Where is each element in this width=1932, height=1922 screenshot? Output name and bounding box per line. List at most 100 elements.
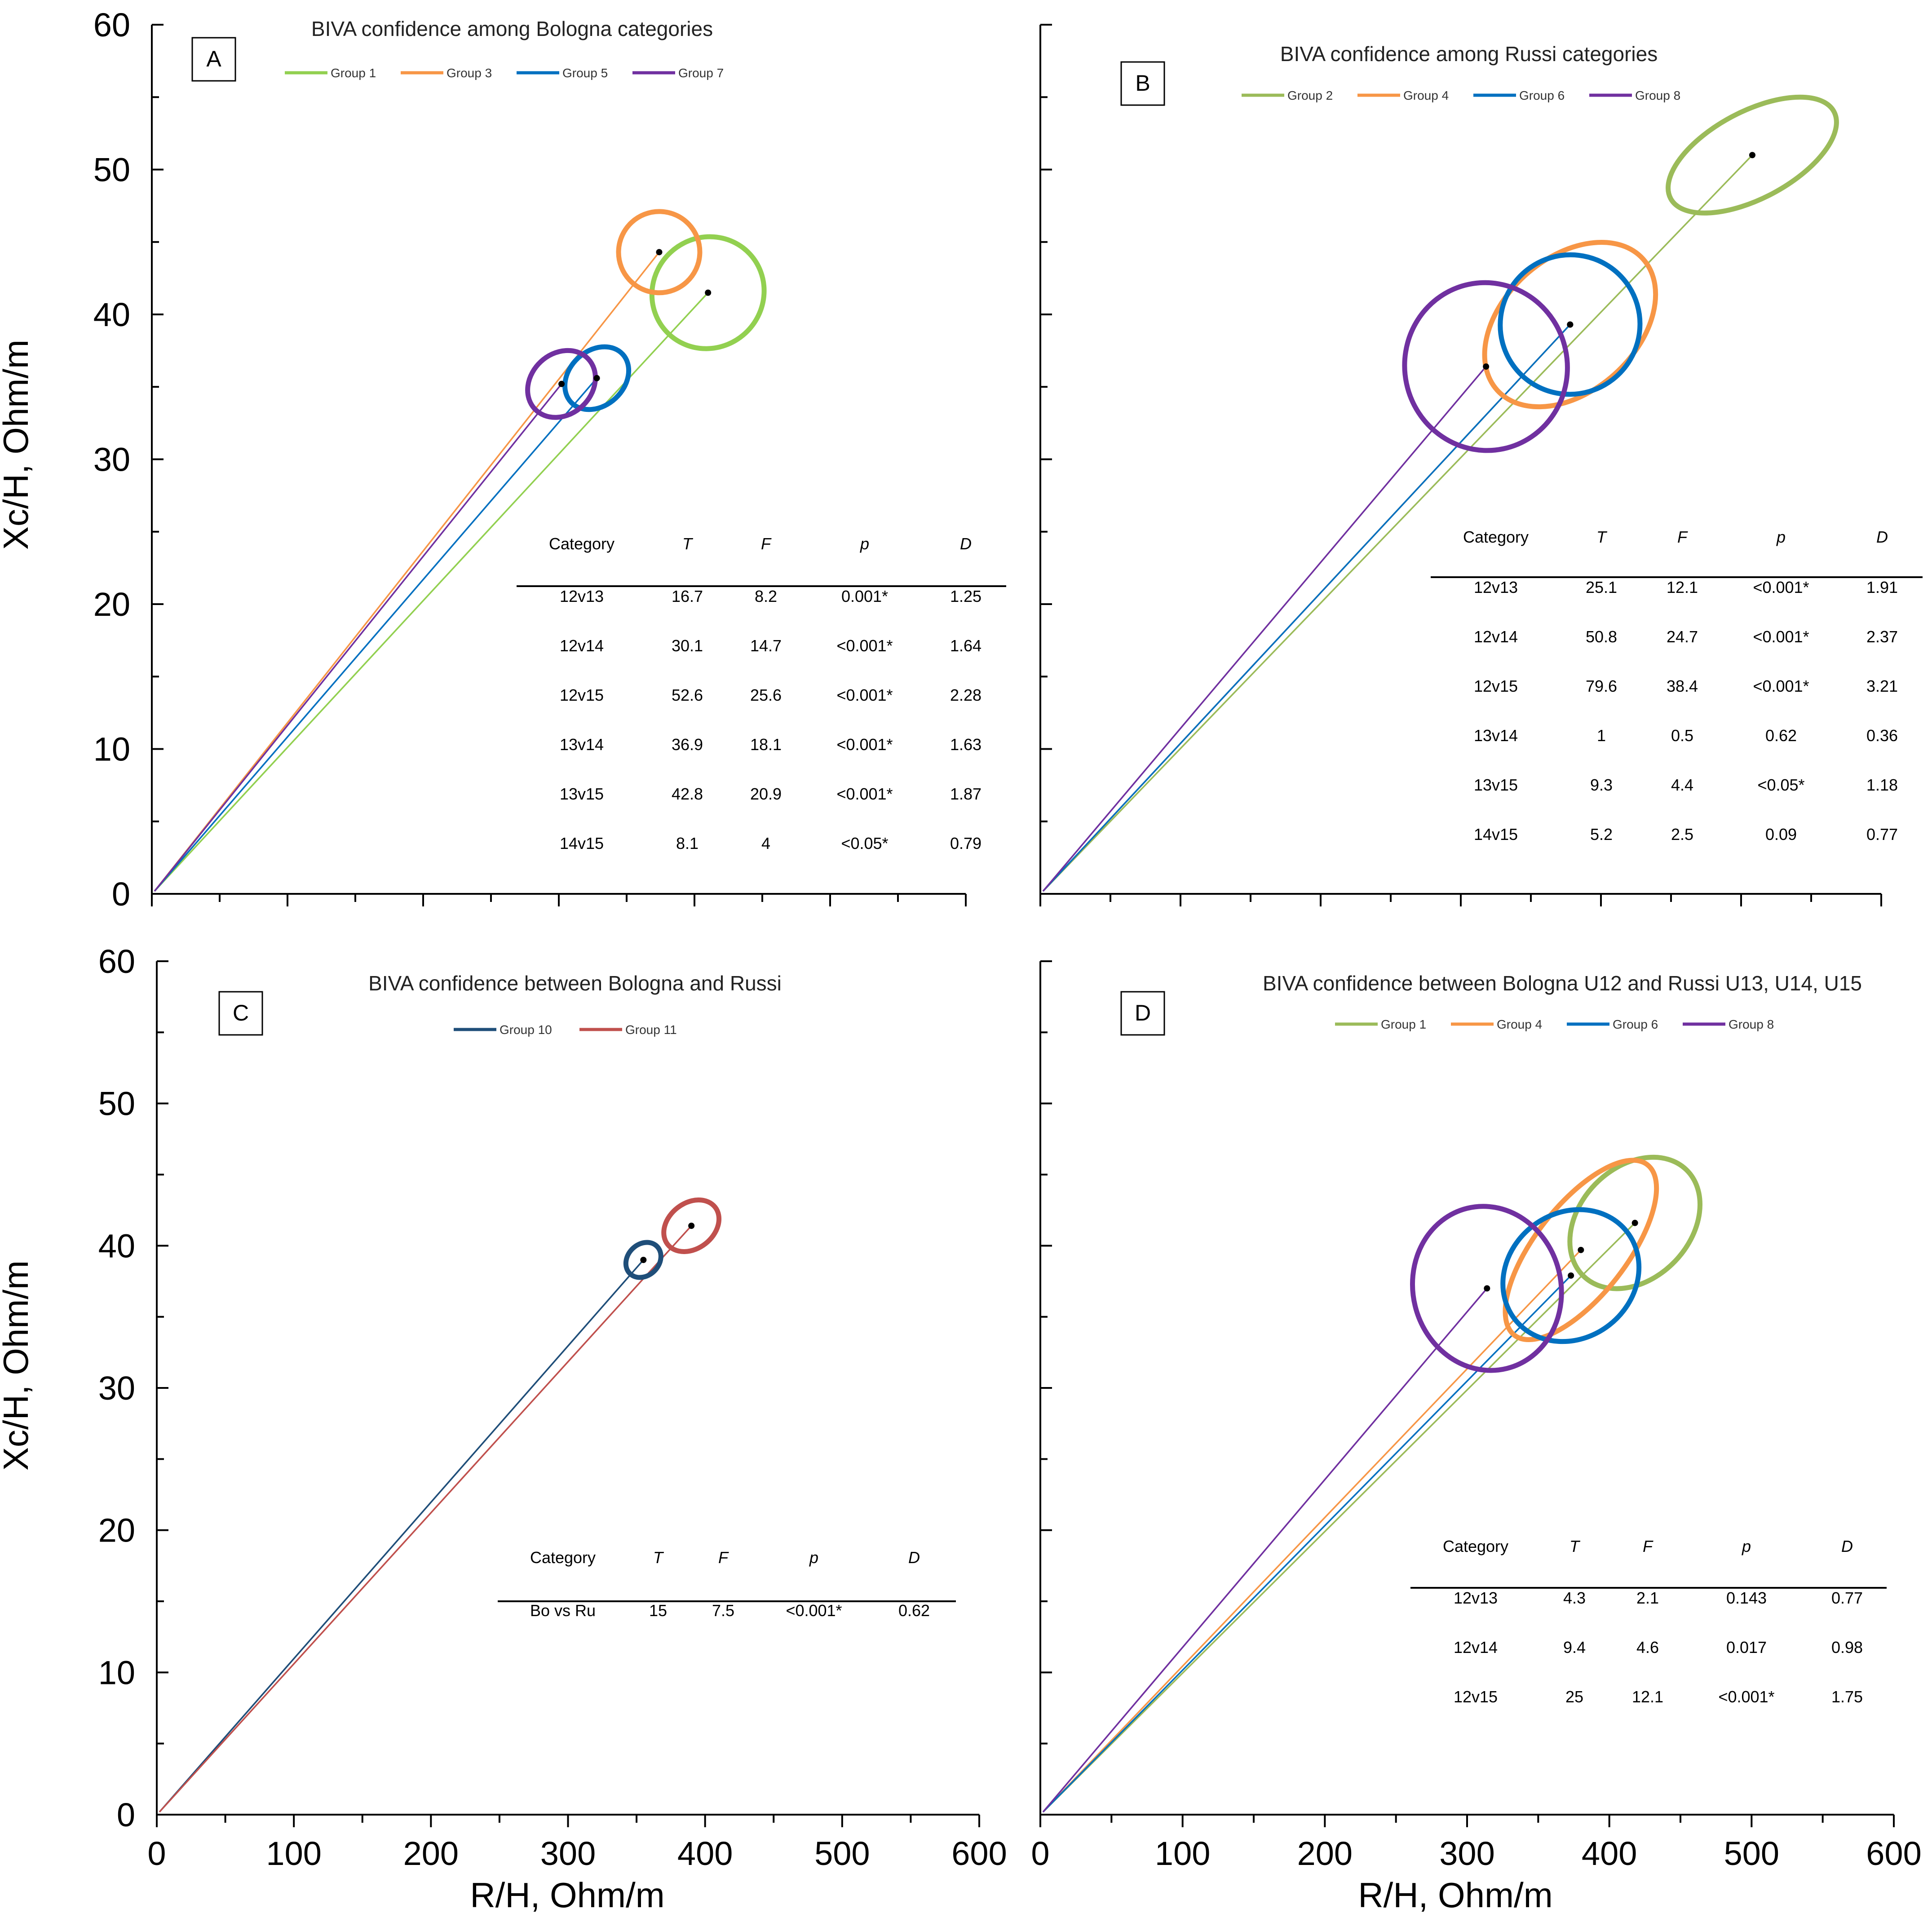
table-cell: Bo vs Ru	[530, 1601, 596, 1620]
panel-letter: D	[1135, 1000, 1151, 1025]
table-cell: 12.1	[1667, 578, 1698, 596]
table-header: D	[960, 535, 972, 553]
table-cell: 13v14	[1474, 726, 1518, 745]
y-tick-label: 0	[112, 875, 130, 913]
series-line	[159, 1259, 644, 1813]
table-cell: 9.4	[1563, 1638, 1586, 1657]
table-cell: 0.143	[1726, 1589, 1767, 1607]
table-header: Category	[1463, 528, 1529, 546]
table-cell: 4.3	[1563, 1589, 1586, 1607]
table-cell: 12v13	[1454, 1589, 1498, 1607]
table-header: p	[860, 535, 869, 553]
confidence-ellipse	[649, 234, 767, 351]
table-header: T	[682, 535, 694, 553]
center-point	[593, 375, 600, 381]
table-cell: <0.05*	[1757, 776, 1804, 794]
table-cell: 0.77	[1831, 1589, 1863, 1607]
table-cell: <0.001*	[786, 1601, 842, 1620]
table-cell: 18.1	[750, 735, 782, 754]
table-cell: 1	[1597, 726, 1606, 745]
table-cell: <0.001*	[836, 636, 893, 655]
table-cell: 8.2	[755, 587, 777, 605]
panel-title: BIVA confidence among Bologna categories	[311, 17, 713, 40]
table-cell: 36.9	[672, 735, 703, 754]
panel-letter-box	[191, 37, 236, 82]
y-tick-label: 40	[98, 1227, 135, 1264]
table-header: D	[908, 1548, 920, 1567]
table-cell: 25	[1565, 1688, 1583, 1706]
table-cell: 24.7	[1667, 627, 1698, 646]
table-cell: 0.5	[1671, 726, 1693, 745]
table-cell: 1.18	[1866, 776, 1898, 794]
table-cell: 20.9	[750, 785, 782, 803]
panel-title: BIVA confidence among Russi categories	[1280, 42, 1658, 66]
table-cell: 0.62	[898, 1601, 930, 1620]
series-line	[1042, 324, 1571, 892]
panel-letter-box	[1120, 61, 1165, 106]
confidence-ellipse	[1503, 1158, 1659, 1342]
table-cell: 2.5	[1671, 825, 1693, 844]
y-axis-label-top: Xc/H, Ohm/m	[0, 340, 35, 550]
y-tick-label: 60	[93, 6, 130, 44]
series-line	[1042, 1222, 1636, 1813]
y-tick-label: 0	[117, 1796, 135, 1834]
table-cell: <0.001*	[1753, 677, 1809, 695]
table-cell: 25.6	[750, 686, 782, 704]
confidence-ellipse	[562, 344, 632, 412]
table-cell: 30.1	[672, 636, 703, 655]
table-cell: 79.6	[1586, 677, 1617, 695]
confidence-ellipse	[1666, 94, 1839, 216]
x-axis-label-left: R/H, Ohm/m	[470, 1875, 664, 1915]
table-header: T	[1596, 528, 1608, 546]
table-cell: 2.28	[950, 686, 981, 704]
table-cell: <0.001*	[1753, 627, 1809, 646]
table-cell: 0.98	[1831, 1638, 1863, 1657]
x-tick-label: 600	[951, 1835, 1007, 1872]
y-tick-label: 40	[93, 296, 130, 333]
x-tick-label: 0	[147, 1835, 166, 1872]
center-point	[705, 289, 712, 296]
table-header: Category	[530, 1548, 596, 1567]
x-tick-label: 500	[814, 1835, 870, 1872]
table-cell: 0.77	[1866, 825, 1898, 844]
table-cell: 3.21	[1866, 677, 1898, 695]
table-header: Category	[1443, 1537, 1508, 1555]
y-tick-label: 20	[98, 1512, 135, 1549]
table-header: Category	[549, 535, 615, 553]
table-cell: 0.79	[950, 834, 981, 853]
panel-title: BIVA confidence between Bologna and Russ…	[368, 972, 782, 995]
x-tick-label: 400	[677, 1835, 733, 1872]
table-cell: <0.001*	[836, 686, 893, 704]
legend-label: Group 10	[500, 1023, 552, 1037]
series-line	[1042, 1249, 1582, 1813]
table-cell: 4	[761, 834, 770, 853]
table-cell: <0.001*	[836, 785, 893, 803]
y-tick-label: 30	[93, 441, 130, 478]
center-point	[1578, 1246, 1584, 1253]
center-point	[1484, 1285, 1490, 1292]
table-cell: 4.6	[1636, 1638, 1659, 1657]
series-line	[154, 383, 562, 892]
table-cell: 12v14	[1454, 1638, 1498, 1657]
legend-label: Group 8	[1729, 1017, 1774, 1031]
center-point	[656, 249, 663, 256]
table-cell: 0.017	[1726, 1638, 1767, 1657]
x-tick-label: 400	[1582, 1835, 1637, 1872]
confidence-ellipse	[1567, 1154, 1702, 1291]
confidence-ellipse	[1410, 1204, 1564, 1373]
table-header: D	[1876, 528, 1888, 546]
table-cell: 0.62	[1765, 726, 1797, 745]
x-tick-label: 300	[1439, 1835, 1494, 1872]
y-axis-label-bottom: Xc/H, Ohm/m	[0, 1260, 35, 1471]
panel-a: 0 10 20 30 40 50 60 A BIVA confidence among Bolo…	[93, 6, 1006, 913]
table-cell: 12v15	[1454, 1688, 1498, 1706]
table-header: p	[809, 1548, 818, 1567]
table-cell: 7.5	[712, 1601, 734, 1620]
table-cell: 8.1	[676, 834, 699, 853]
table-cell: 14.7	[750, 636, 782, 655]
series-line	[154, 377, 597, 892]
